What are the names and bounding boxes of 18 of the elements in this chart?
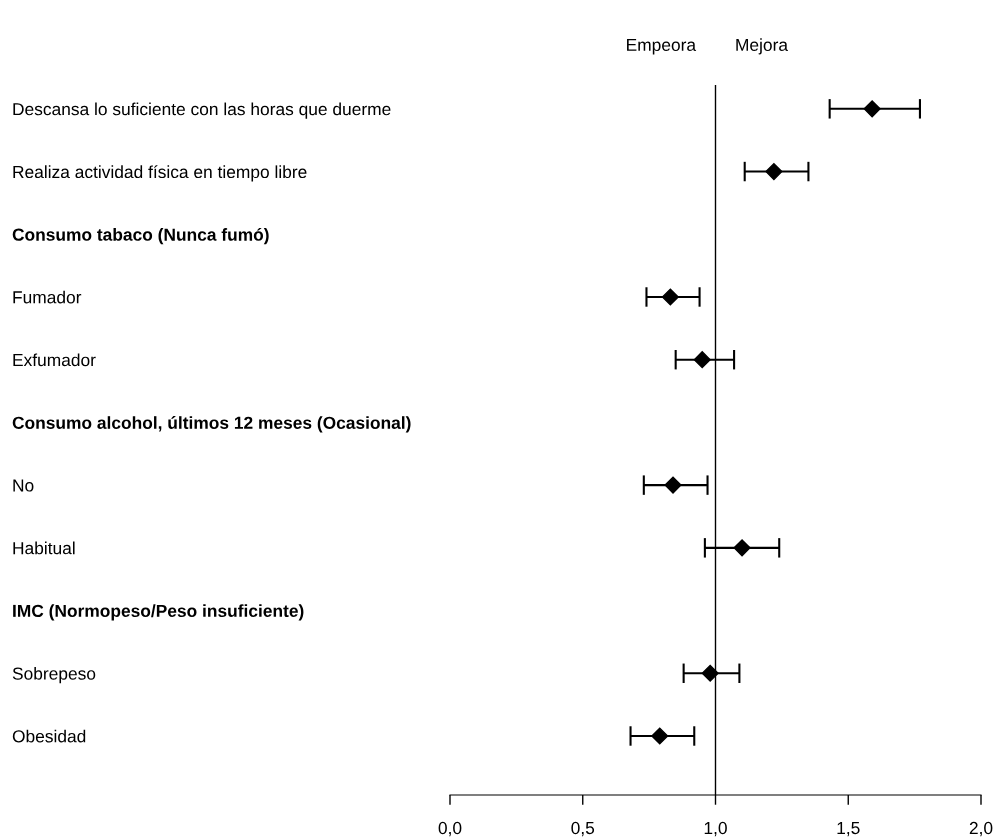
x-tick-label: 0,5 — [571, 821, 595, 837]
y-tick-label: Sobrepeso — [12, 666, 96, 684]
y-tick-label: Obesidad — [12, 729, 86, 743]
x-tick-label: 1,5 — [837, 822, 860, 837]
x-tick-label: 2,0 — [969, 821, 993, 837]
y-tick-label: Descansa lo suficiente con las horas que duerme — [13, 102, 391, 119]
text: Empeora — [627, 38, 697, 55]
y-tick-label: Exfumador — [13, 353, 96, 367]
x-tick-label: 0,0 — [438, 821, 462, 837]
y-tick-label: Habitual — [13, 541, 75, 555]
y-tick-label: No — [13, 479, 34, 492]
y-tick-label: Consumo tabaco (Nunca fumó) — [12, 227, 269, 245]
y-tick-label: Realiza actividad física en tiempo libre — [13, 165, 307, 182]
x-tick-label: 1,0 — [704, 821, 727, 837]
y-tick-label: Consumo alcohol, últimos 12 meses (Ocasional) — [12, 416, 411, 433]
y-tick-label: Fumador — [13, 290, 82, 304]
text: Mejora — [736, 38, 789, 55]
y-tick-label: IMC (Normopeso/Peso insuficiente) — [13, 604, 304, 621]
